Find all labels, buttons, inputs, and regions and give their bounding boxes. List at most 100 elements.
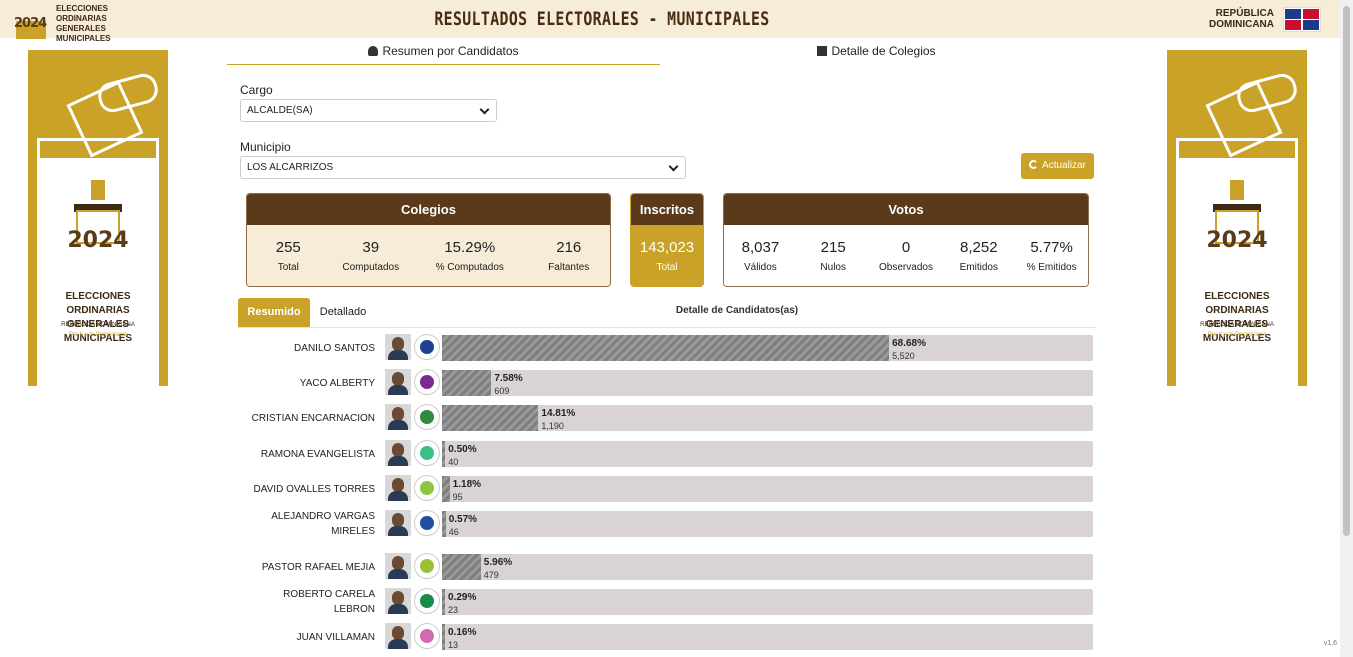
banner-slogan: Por ti y la Democracia [1207,332,1267,338]
vote-count: 23 [448,605,459,615]
vote-bar: 0.29% 23 [442,589,1093,615]
colegios-title: Colegios [247,194,610,225]
update-button[interactable]: Actualizar [1021,153,1094,179]
cargo-select[interactable]: ALCALDE(SA) [240,99,497,122]
vote-count: 46 [448,527,459,537]
election-banner-right: 2024 ELECCIONES ORDINARIAS GENERALES MUN… [1167,50,1307,412]
vote-percent: 7.58% [494,373,523,384]
colegios-total: 255 Total [275,239,301,273]
scrollbar-thumb[interactable] [1343,6,1350,536]
jce-emblem-icon [1230,180,1244,200]
vote-count: 609 [494,386,510,396]
vote-percent: 0.29% [448,592,477,603]
vote-count: 95 [452,492,463,502]
tab-detalle-colegios[interactable]: Detalle de Colegios [660,40,1093,65]
municipio-select[interactable]: LOS ALCARRIZOS [240,156,686,179]
ballot-box-icon [76,210,120,244]
ballot-box-icon: 2024 [12,9,52,39]
vote-bar-fill [442,511,446,537]
vote-bar-fill [442,476,450,502]
scrollbar[interactable] [1340,0,1353,657]
vote-count: 13 [448,640,459,650]
banner-title: ELECCIONES ORDINARIAS GENERALES MUNICIPA… [1202,291,1272,344]
candidate-row: CRISTIAN ENCARNACION 14.81% 1,190 [240,403,1095,433]
candidate-photo [385,404,411,430]
chevron-down-icon [668,161,679,172]
party-logo-icon [414,510,440,536]
dominican-flag-icon [1283,7,1321,32]
candidate-name: YACO ALBERTY [299,377,375,389]
colegios-panel: Colegios 255 Total 39 Computados 15.29%% C… [246,193,611,287]
user-icon [368,46,379,56]
party-logo-icon [414,475,440,501]
candidate-name: CRISTIAN ENCARNACION [251,412,375,424]
votos-observados: 0 Observados [879,239,933,273]
votos-nulos: 215 Nulos [820,239,846,273]
vote-count: 479 [483,570,499,580]
vote-bar: 7.58% 609 [442,370,1093,396]
vote-bar: 68.68% 5,520 [442,335,1093,361]
party-logo-icon [414,623,440,649]
candidate-photo [385,475,411,501]
candidate-row: ROBERTO CARELA LEBRON 0.29% 23 [240,587,1095,617]
chevron-down-icon [479,104,490,115]
candidate-name: ALEJANDRO VARGAS MIRELES [271,511,375,537]
cargo-label: Cargo [240,83,273,97]
candidate-photo [385,588,411,614]
building-icon [817,46,828,56]
vote-count: 40 [448,457,459,467]
vote-bar: 5.96% 479 [442,554,1093,580]
votos-validos: 8,037 Válidos [741,239,780,273]
party-logo-icon [414,369,440,395]
colegios-faltantes: 216 Faltantes [548,239,590,273]
vote-percent: 1.18% [452,479,482,490]
vote-percent: 14.81% [541,408,576,419]
candidate-row: PASTOR RAFAEL MEJIA 5.96% 479 [240,552,1095,582]
votos-pct-emitidos: 5.77%% Emitidos [1026,239,1077,273]
vote-bar-fill [442,624,445,650]
candidate-name: ROBERTO CARELA LEBRON [283,589,375,615]
tab-resumido[interactable]: Resumido [238,298,310,327]
vote-bar: 1.18% 95 [442,476,1093,502]
candidate-row: YACO ALBERTY 7.58% 609 [240,368,1095,398]
candidate-photo [385,510,411,536]
candidate-photo [385,440,411,466]
party-logo-icon [414,334,440,360]
vote-bar-fill [442,335,890,361]
banner-subtitle: REPÚBLICA DOMINICANA [1200,322,1274,328]
banner-subtitle: REPÚBLICA DOMINICANA [61,322,135,328]
vote-bar: 0.16% 13 [442,624,1093,650]
jce-logo: 2024 ELECCIONES ORDINARIAS GENERALES MUN… [12,4,146,44]
candidate-row: ALEJANDRO VARGAS MIRELES 0.57% 46 [240,509,1095,539]
vote-bar-fill [442,589,445,615]
banner-title: ELECCIONES ORDINARIAS GENERALES MUNICIPA… [63,291,133,344]
tab-resumen-candidatos[interactable]: Resumen por Candidatos [227,40,660,65]
vote-bar-fill [442,405,539,431]
vote-percent: 0.57% [448,514,478,525]
tab-detallado[interactable]: Detallado [319,306,367,318]
inscritos-total: 143,023 Total [639,239,695,273]
party-logo-icon [414,588,440,614]
ballot-box-icon [1215,210,1259,244]
divider [238,327,1096,328]
vote-count: 5,520 [892,351,915,361]
vote-bar-fill [442,554,481,580]
votos-emitidos: 8,252 Emitidos [959,239,998,273]
colegios-pct-computados: 15.29%% Computados [435,239,504,273]
candidate-row: DAVID OVALLES TORRES 1.18% 95 [240,474,1095,504]
candidate-photo [385,623,411,649]
candidate-photo [385,369,411,395]
votos-panel: Votos 8,037 Válidos 215 Nulos 0 Observados … [723,193,1089,287]
candidate-row: DANILO SANTOS 68.68% 5,520 [240,333,1095,363]
candidate-name: DAVID OVALLES TORRES [253,483,375,495]
vote-bar: 14.81% 1,190 [442,405,1093,431]
election-banner-left: 2024 ELECCIONES ORDINARIAS GENERALES MUN… [28,50,168,412]
vote-percent: 68.68% [892,338,927,349]
vote-percent: 0.16% [448,627,477,638]
candidate-row: RAMONA EVANGELISTA 0.50% 40 [240,439,1095,469]
municipio-label: Municipio [240,140,291,154]
party-logo-icon [414,553,440,579]
candidate-photo [385,553,411,579]
candidate-name: DANILO SANTOS [294,342,375,354]
inscritos-panel: Inscritos 143,023 Total [630,193,704,287]
